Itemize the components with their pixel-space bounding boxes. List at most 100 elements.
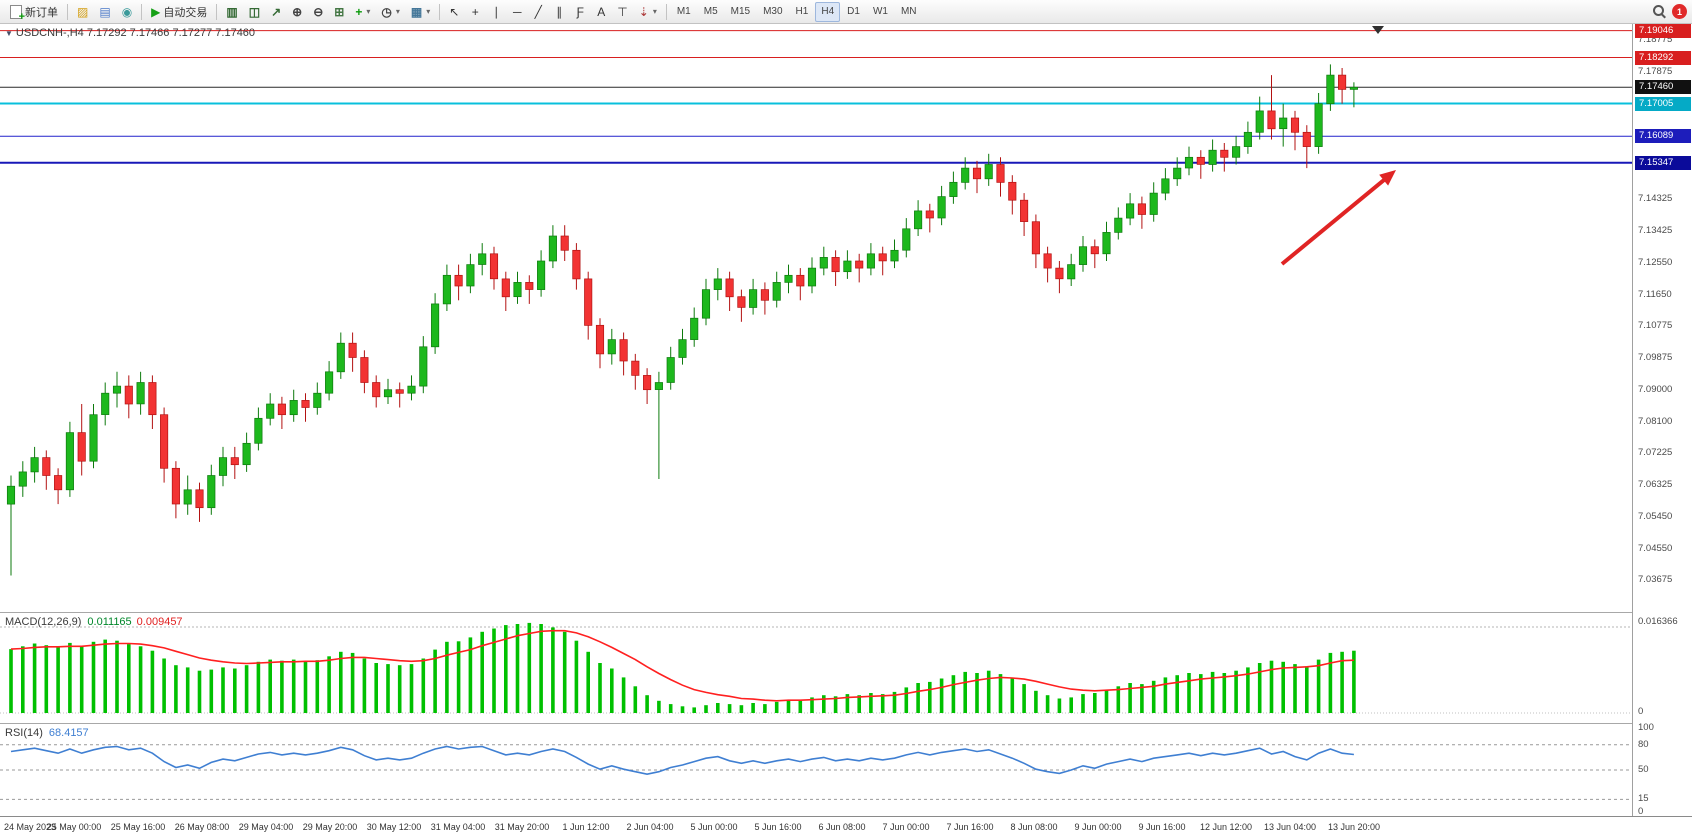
new-order-button[interactable]: 新订单: [5, 2, 63, 23]
auto-trading-play-icon: ▶: [151, 4, 161, 19]
cursor-button[interactable]: ↖: [444, 2, 464, 22]
chart-title: ▼ USDCNH-,H4 7.17292 7.17466 7.17277 7.17…: [5, 27, 255, 39]
zoom-in-icon: ⊕: [292, 4, 303, 19]
price-tick-label: 7.05450: [1638, 511, 1673, 522]
price-tick-label: 7.08100: [1638, 416, 1673, 427]
rsi-scale-0: 0: [1638, 806, 1644, 817]
notification-badge[interactable]: 1: [1672, 4, 1687, 19]
dropdown-arrow-icon: ▾: [426, 7, 431, 16]
text-icon: A: [597, 4, 606, 19]
line-chart-icon: ↗: [271, 4, 282, 19]
macd-signal-value: 0.009457: [136, 616, 183, 628]
price-tick-label: 7.10775: [1638, 320, 1673, 331]
rsi-indicator-panel[interactable]: RSI(14) 68.4157: [0, 723, 1632, 816]
trendline-button[interactable]: ╱: [528, 2, 548, 22]
time-axis-label: 5 Jun 00:00: [690, 822, 738, 832]
price-tick-label: 7.06325: [1638, 479, 1673, 490]
price-badge-7.19046[interactable]: 7.19046: [1635, 24, 1691, 38]
line-chart-button[interactable]: ↗: [266, 2, 286, 22]
fibonacci-button[interactable]: Ƒ: [570, 2, 590, 22]
price-badge-7.17005[interactable]: 7.17005: [1635, 97, 1691, 111]
time-axis-label: 24 May 2023: [4, 822, 57, 832]
price-tick-label: 7.12550: [1638, 257, 1673, 268]
community-icon-button[interactable]: ◉: [117, 2, 137, 22]
timeframe-button-m5[interactable]: M5: [703, 6, 718, 17]
indicators-button[interactable]: + ▾: [350, 2, 375, 22]
auto-trading-button[interactable]: ▶ 自动交易: [146, 2, 212, 22]
toolbar-separator: [67, 3, 68, 20]
timeframe-button-h4[interactable]: H4: [815, 1, 841, 22]
scripts-icon-glyph: ▨: [77, 4, 89, 19]
chart-ohlc-quotes: 7.17292 7.17466 7.17277 7.17460: [86, 27, 256, 39]
dropdown-arrow-icon: ▾: [652, 7, 657, 16]
price-tick-label: 7.18775: [1638, 34, 1673, 45]
rsi-value: 68.4157: [48, 727, 89, 739]
price-tick-label: 7.13425: [1638, 225, 1673, 236]
dropdown-arrow-icon: ▾: [366, 7, 371, 16]
vertical-line-icon: ∣: [493, 4, 500, 19]
price-badge-7.15347[interactable]: 7.15347: [1635, 156, 1691, 170]
zoom-in-button[interactable]: ⊕: [287, 2, 307, 22]
chart-symbol-period: USDCNH-,H4: [15, 27, 84, 39]
tile-windows-button[interactable]: ⊞: [329, 2, 349, 22]
search-button[interactable]: [1648, 2, 1671, 22]
periods-icon: ◷: [381, 4, 392, 19]
rsi-label: RSI(14) 68.4157: [5, 727, 89, 739]
collapse-triangle-icon[interactable]: ▼: [5, 29, 13, 38]
horizontal-line-icon: ─: [513, 4, 522, 19]
main-toolbar: 新订单▨▤◉▶自动交易▥◫↗⊕⊖⊞+▾◷▾▦▾↖+∣─╱∥ƑA⊤⇣▾M1M5M1…: [0, 0, 1692, 24]
profile-icon-glyph: ▤: [99, 4, 111, 19]
timeframe-button-m1[interactable]: M1: [676, 6, 691, 17]
time-axis-label: 9 Jun 16:00: [1138, 822, 1186, 832]
toolbar-separator: [665, 3, 667, 20]
dropdown-arrow-icon: ▾: [395, 7, 400, 16]
community-icon-glyph: ◉: [121, 4, 133, 19]
cursor-icon: ↖: [449, 4, 460, 19]
time-axis-label: 6 Jun 08:00: [818, 822, 866, 832]
macd-indicator-panel[interactable]: MACD(12,26,9) 0.011165 0.009457: [0, 612, 1632, 723]
periods-button[interactable]: ◷ ▾: [376, 2, 405, 22]
text-button[interactable]: A: [591, 2, 611, 22]
scripts-icon-button[interactable]: ▨: [72, 2, 93, 22]
indicators-icon: +: [355, 4, 363, 19]
horizontal-line-button[interactable]: ─: [507, 2, 527, 22]
macd-scale-max: 0.016366: [1638, 616, 1678, 627]
macd-chart: [0, 622, 1632, 714]
time-axis[interactable]: 24 May 2023 25 May 00:00 25 May 16:00 26 Ma…: [0, 816, 1692, 839]
time-axis-label: 2 Jun 04:00: [626, 822, 674, 832]
price-tick-label: 7.09000: [1638, 384, 1673, 395]
candlestick-icon: ◫: [248, 4, 261, 19]
price-tick-label: 7.17875: [1638, 66, 1673, 77]
zoom-out-button[interactable]: ⊖: [308, 2, 328, 22]
profile-icon-button[interactable]: ▤: [94, 2, 115, 22]
timeframe-button-d1[interactable]: D1: [847, 6, 860, 17]
toolbar-separator: [439, 3, 441, 20]
price-badge-7.17460[interactable]: 7.17460: [1635, 80, 1691, 94]
price-badge-7.18292[interactable]: 7.18292: [1635, 51, 1691, 65]
templates-button[interactable]: ▦ ▾: [406, 2, 435, 22]
label-icon: ⊤: [617, 4, 628, 19]
zoom-out-icon: ⊖: [313, 4, 324, 19]
vertical-line-button[interactable]: ∣: [486, 2, 506, 22]
price-badge-7.16089[interactable]: 7.16089: [1635, 129, 1691, 143]
label-button[interactable]: ⊤: [612, 2, 632, 22]
price-tick-label: 7.04550: [1638, 543, 1673, 554]
price-tick-label: 7.11650: [1638, 289, 1672, 300]
candlestick-chart[interactable]: [0, 24, 1632, 612]
channel-button[interactable]: ∥: [549, 2, 569, 22]
new-order-label: 新订单: [25, 6, 58, 19]
price-chart-panel[interactable]: ▼ USDCNH-,H4 7.17292 7.17466 7.17277 7.17…: [0, 24, 1632, 612]
timeframe-button-w1[interactable]: W1: [872, 6, 888, 17]
timeframe-button-m30[interactable]: M30: [763, 6, 783, 17]
time-axis-label: 31 May 20:00: [494, 822, 550, 832]
arrows-button[interactable]: ⇣ ▾: [634, 2, 662, 22]
candlestick-button[interactable]: ◫: [244, 2, 265, 22]
bar-chart-button[interactable]: ▥: [221, 2, 242, 22]
time-axis-label: 1 Jun 12:00: [562, 822, 610, 832]
crosshair-button[interactable]: +: [465, 2, 485, 22]
price-axis[interactable]: 7.18775 7.17875 7.14325 7.13425 7.12550 7.116…: [1632, 24, 1692, 817]
toolbar-separator: [216, 3, 218, 20]
timeframe-button-h1[interactable]: H1: [795, 6, 809, 17]
timeframe-button-mn[interactable]: MN: [900, 6, 917, 17]
timeframe-button-m15[interactable]: M15: [730, 6, 751, 17]
